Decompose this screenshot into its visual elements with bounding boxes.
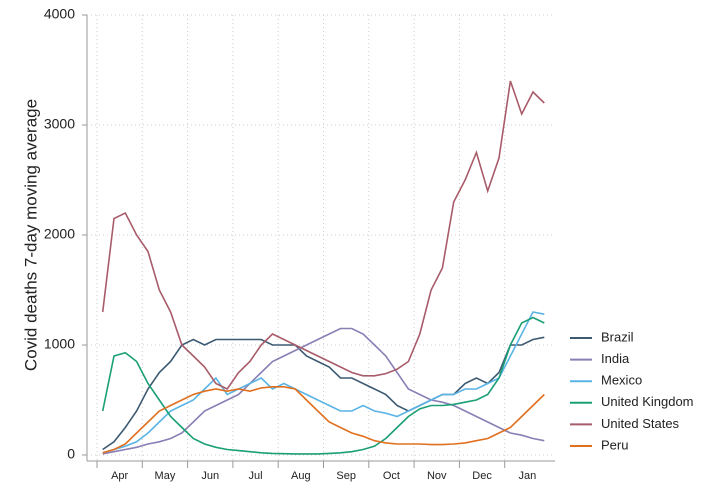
series-line: [102, 336, 545, 451]
y-tick-label: 0: [67, 446, 75, 462]
x-tick-label: Nov: [427, 470, 447, 482]
x-tick-label: Sep: [336, 470, 356, 482]
y-tick-label: 1000: [44, 336, 75, 352]
x-tick-label: Jun: [201, 470, 219, 482]
legend-label: United Kingdom: [601, 394, 694, 409]
legend-label: Mexico: [601, 373, 642, 388]
y-tick-label: 4000: [44, 6, 75, 22]
series-line: [102, 386, 545, 454]
series-line: [101, 80, 545, 391]
x-tick-label: May: [155, 470, 176, 482]
legend-label: Peru: [601, 437, 628, 452]
series-line: [102, 311, 545, 454]
legend-label: United States: [601, 416, 680, 431]
x-tick-label: Aug: [291, 470, 311, 482]
y-tick-label: 3000: [44, 116, 75, 132]
x-tick-label: Jul: [249, 470, 263, 482]
series-line: [102, 327, 545, 455]
legend-label: Brazil: [601, 329, 634, 344]
x-tick-label: Apr: [111, 470, 128, 482]
x-tick-label: Dec: [472, 470, 492, 482]
legend-label: India: [601, 351, 630, 366]
x-tick-label: Jan: [518, 470, 536, 482]
y-tick-label: 2000: [44, 226, 75, 242]
series-line: [101, 316, 545, 455]
y-axis-label: Covid deaths 7-day moving average: [21, 99, 40, 371]
x-tick-label: Oct: [383, 470, 400, 482]
